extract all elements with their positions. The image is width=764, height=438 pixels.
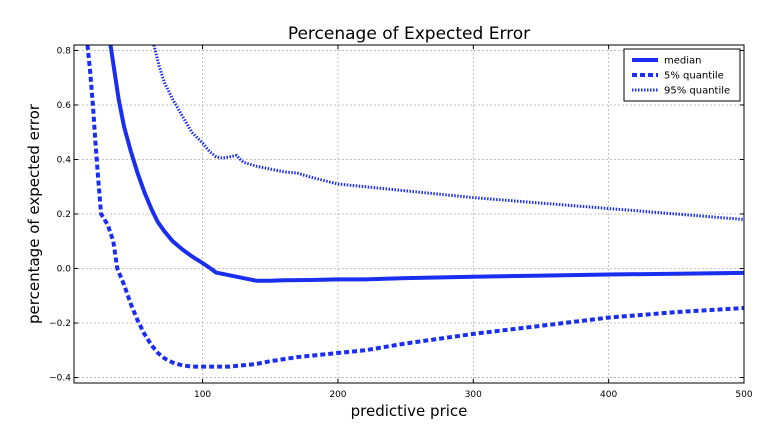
y-tick-label: 0.6 (57, 101, 72, 111)
legend-label: 95% quantile (664, 86, 730, 97)
x-tick-label: 200 (329, 390, 346, 400)
series-line-dashed (85, 45, 744, 369)
x-tick-label: 100 (194, 390, 211, 400)
y-tick-label: −0.4 (49, 374, 71, 384)
y-tick-label: 0.0 (57, 265, 72, 275)
x-tick-label: 400 (600, 390, 617, 400)
series-lines (85, 45, 744, 369)
y-axis-label: percentage of expected error (25, 103, 43, 324)
legend: median 5% quantile 95% quantile (623, 48, 741, 102)
x-tick-label: 500 (735, 390, 752, 400)
chart-title: Percenage of Expected Error (288, 24, 530, 44)
y-tick-label: 0.4 (57, 155, 72, 165)
grid-lines (74, 45, 745, 383)
y-tick-label: 0.8 (57, 46, 72, 56)
y-tick-label: −0.2 (49, 319, 71, 329)
x-axis-label: predictive price (351, 402, 468, 420)
axis-ticks: 100 200 300 400 500 −0.4 −0.2 0.0 0.2 0.4 0.6 0.8 (49, 45, 753, 400)
legend-label: 5% quantile (664, 71, 724, 82)
series-line-solid (108, 45, 744, 283)
legend-label: median (664, 56, 702, 67)
y-tick-label: 0.2 (57, 210, 71, 220)
x-tick-label: 300 (465, 390, 482, 400)
